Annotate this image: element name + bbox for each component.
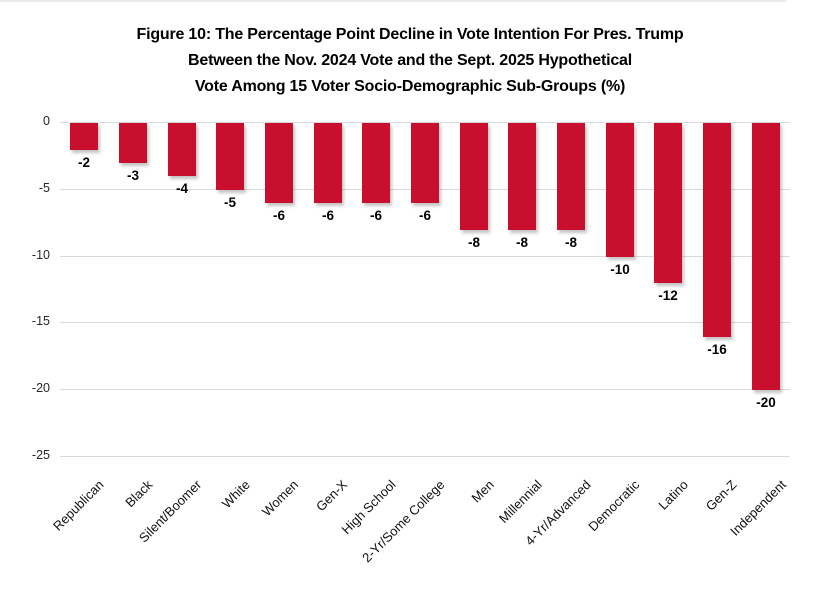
bar-republican [70, 123, 98, 150]
top-border-line [0, 0, 786, 2]
x-category-label: Gen-X [313, 477, 351, 515]
bar-value-label: -5 [223, 195, 236, 210]
x-category-label: Black [122, 477, 156, 511]
y-tick-label: -10 [31, 248, 50, 262]
bar-silent-boomer [168, 123, 196, 176]
bar-value-label: -12 [658, 288, 678, 303]
bar-white [216, 123, 244, 190]
bar-latino [654, 123, 682, 283]
x-category-label: Millennial [495, 477, 545, 526]
bar-gen-x [314, 123, 342, 203]
x-category-label: Republican [50, 477, 107, 534]
chart-title-line-2: Between the Nov. 2024 Vote and the Sept.… [188, 52, 632, 69]
bar-women [265, 123, 293, 203]
bar-millennial [508, 123, 536, 230]
bar-value-label: -20 [756, 395, 776, 410]
bar-high-school [362, 123, 390, 203]
bar-men [460, 123, 488, 230]
y-tick-label: -20 [31, 381, 50, 395]
bar-value-label: -6 [321, 208, 334, 223]
bar-value-label: -16 [707, 342, 727, 357]
bar-2-yr-some-college [411, 123, 439, 203]
chart-title: Figure 10: The Percentage Point Decline … [0, 22, 820, 100]
gridline [60, 389, 790, 390]
bar-democratic [606, 123, 634, 257]
x-category-label: Women [259, 477, 302, 520]
bar-gen-z [703, 123, 731, 337]
bar-value-label: -6 [272, 208, 285, 223]
bar-value-label: -8 [515, 235, 528, 250]
bar-independent [752, 123, 780, 390]
bar-value-label: -3 [126, 168, 139, 183]
chart-title-line-3: Vote Among 15 Voter Socio-Demographic Su… [194, 78, 626, 95]
bar-black [119, 123, 147, 163]
x-category-label: Men [468, 477, 497, 506]
gridline [60, 122, 790, 123]
bar-value-label: -2 [77, 155, 90, 170]
gridline [60, 256, 790, 257]
x-category-label: Latino [654, 477, 691, 513]
x-category-label: White [218, 477, 253, 512]
y-tick-label: -15 [31, 314, 50, 328]
y-tick-label: -25 [31, 448, 50, 462]
bar-value-label: -6 [418, 208, 431, 223]
bar-4-yr-advanced [557, 123, 585, 230]
y-tick-label: 0 [43, 114, 50, 128]
bar-value-label: -8 [467, 235, 480, 250]
bar-value-label: -8 [564, 235, 577, 250]
gridline [60, 456, 790, 457]
gridline [60, 322, 790, 323]
bar-value-label: -6 [369, 208, 382, 223]
chart-title-line-1: Figure 10: The Percentage Point Decline … [136, 26, 684, 43]
x-category-label: 2-Yr/Some College [359, 477, 448, 566]
bar-value-label: -10 [610, 262, 630, 277]
bar-value-label: -4 [175, 181, 188, 196]
y-tick-label: -5 [38, 181, 50, 195]
x-category-label: Democratic [585, 477, 643, 535]
x-category-label: Gen-Z [702, 477, 740, 514]
